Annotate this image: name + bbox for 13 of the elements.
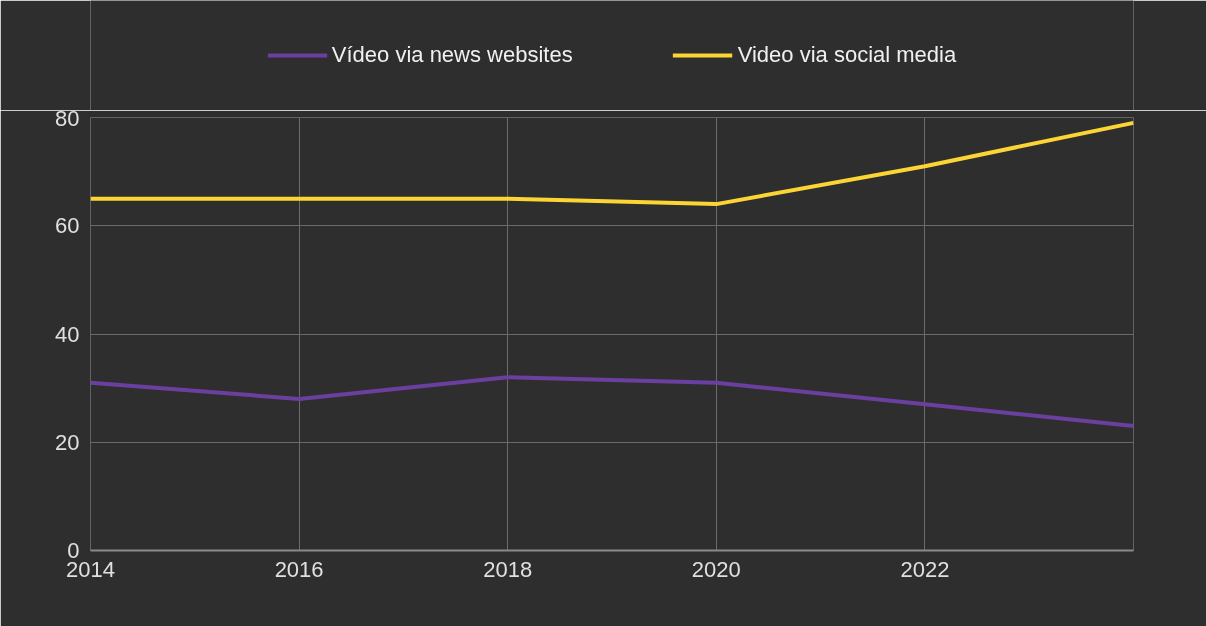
y-tick-label: 40 [55, 321, 80, 347]
x-tick-label: 2022 [900, 556, 950, 582]
x-tick-label: 2018 [483, 556, 533, 582]
y-tick-label: 60 [55, 213, 80, 239]
line-series [90, 375, 1134, 429]
legend-label: Vídeo via news websites [331, 42, 573, 68]
line-series [90, 120, 1134, 207]
y-tick-label: 80 [55, 105, 80, 131]
y-tick-label: 0 [67, 538, 80, 563]
x-tick-label: 2020 [691, 556, 741, 582]
y-tick-label: 20 [55, 429, 80, 455]
x-tick-label: 2016 [274, 556, 324, 582]
legend-label: Video via social media [737, 42, 957, 68]
